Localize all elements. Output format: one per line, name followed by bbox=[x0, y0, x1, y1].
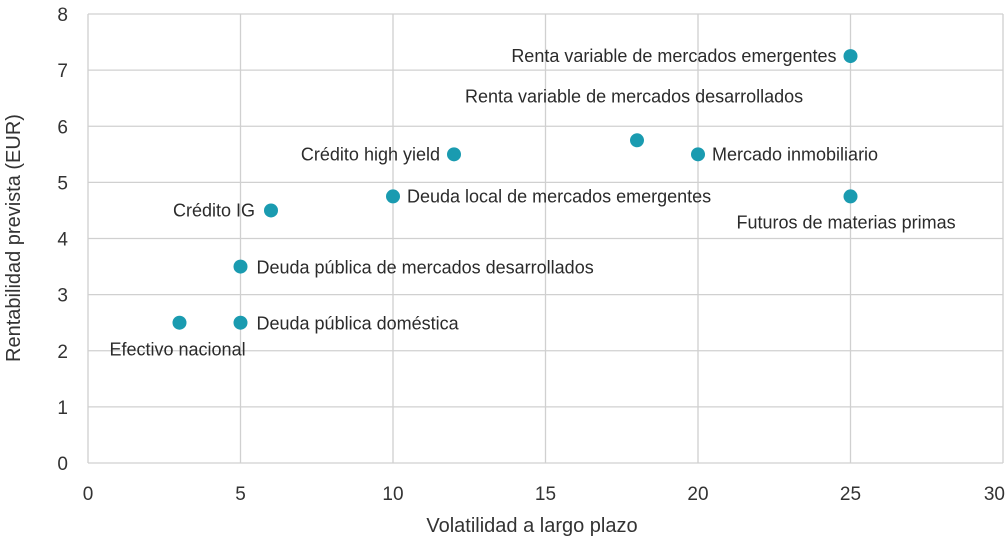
data-point bbox=[843, 49, 858, 64]
y-tick-label: 2 bbox=[57, 342, 68, 363]
y-tick-label: 6 bbox=[57, 117, 68, 138]
point-labels: Renta variable de mercados emergentes Ren… bbox=[110, 46, 956, 360]
y-tick-label: 5 bbox=[57, 173, 68, 194]
point-label: Mercado inmobiliario bbox=[712, 144, 878, 164]
y-tick-label: 3 bbox=[57, 286, 68, 307]
x-tick-label: 20 bbox=[687, 484, 708, 505]
data-point bbox=[843, 189, 858, 204]
y-tick-label: 7 bbox=[57, 61, 68, 82]
point-label: Deuda pública de mercados desarrollados bbox=[257, 258, 594, 278]
data-point bbox=[172, 315, 187, 330]
point-label: Futuros de materias primas bbox=[737, 212, 956, 232]
data-point bbox=[630, 133, 644, 148]
x-tick-label: 10 bbox=[382, 484, 403, 505]
y-tick-label: 8 bbox=[57, 5, 68, 26]
point-label: Crédito high yield bbox=[301, 144, 440, 164]
point-label: Crédito IG bbox=[173, 200, 255, 220]
y-tick-label: 4 bbox=[57, 230, 68, 251]
x-tick-label: 5 bbox=[235, 484, 246, 505]
x-tick-label: 15 bbox=[535, 484, 556, 505]
x-axis-title: Volatilidad a largo plazo bbox=[426, 515, 637, 537]
x-tick-label: 25 bbox=[840, 484, 861, 505]
y-tick-label: 0 bbox=[57, 454, 68, 475]
point-label: Renta variable de mercados emergentes bbox=[511, 46, 836, 66]
point-label: Renta variable de mercados desarrollados bbox=[465, 86, 803, 106]
grid-lines bbox=[87, 13, 1004, 464]
tick-labels: 0 1 2 3 4 5 6 7 8 0 5 10 15 20 25 30 bbox=[57, 5, 1005, 505]
data-point bbox=[447, 147, 461, 162]
x-tick-label: 0 bbox=[83, 484, 94, 505]
data-point bbox=[386, 189, 400, 204]
y-axis-title: Rentabilidad prevista (EUR) bbox=[3, 114, 25, 362]
data-points bbox=[172, 49, 858, 330]
data-point bbox=[691, 147, 705, 162]
point-label: Efectivo nacional bbox=[110, 340, 246, 360]
data-point bbox=[264, 203, 278, 218]
point-label: Deuda local de mercados emergentes bbox=[407, 186, 711, 206]
data-point bbox=[233, 259, 248, 274]
x-tick-label: 30 bbox=[984, 484, 1005, 505]
data-point bbox=[233, 315, 248, 330]
y-tick-label: 1 bbox=[57, 398, 68, 419]
point-label: Deuda pública doméstica bbox=[257, 314, 460, 334]
